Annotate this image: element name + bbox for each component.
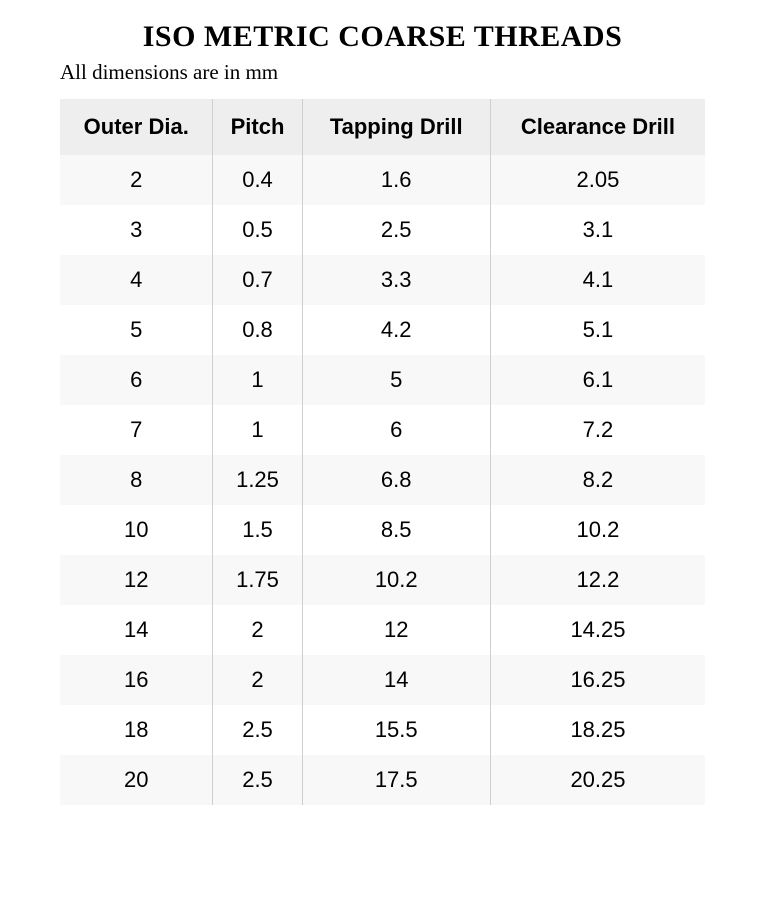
table-row: 12 1.75 10.2 12.2: [60, 555, 705, 605]
table-row: 18 2.5 15.5 18.25: [60, 705, 705, 755]
cell-tapping: 1.6: [302, 155, 490, 205]
table-row: 7 1 6 7.2: [60, 405, 705, 455]
cell-tapping: 12: [302, 605, 490, 655]
cell-outer-dia: 14: [60, 605, 213, 655]
cell-outer-dia: 5: [60, 305, 213, 355]
cell-clearance: 5.1: [490, 305, 705, 355]
cell-outer-dia: 7: [60, 405, 213, 455]
cell-pitch: 2: [213, 605, 302, 655]
cell-tapping: 2.5: [302, 205, 490, 255]
cell-outer-dia: 4: [60, 255, 213, 305]
cell-pitch: 1.5: [213, 505, 302, 555]
cell-tapping: 10.2: [302, 555, 490, 605]
cell-tapping: 3.3: [302, 255, 490, 305]
table-row: 4 0.7 3.3 4.1: [60, 255, 705, 305]
cell-tapping: 8.5: [302, 505, 490, 555]
cell-pitch: 1: [213, 355, 302, 405]
cell-pitch: 0.5: [213, 205, 302, 255]
cell-outer-dia: 16: [60, 655, 213, 705]
cell-outer-dia: 10: [60, 505, 213, 555]
cell-tapping: 17.5: [302, 755, 490, 805]
cell-clearance: 8.2: [490, 455, 705, 505]
table-header: Outer Dia. Pitch Tapping Drill Clearance…: [60, 99, 705, 155]
col-outer-dia: Outer Dia.: [60, 99, 213, 155]
cell-clearance: 16.25: [490, 655, 705, 705]
table-row: 20 2.5 17.5 20.25: [60, 755, 705, 805]
cell-pitch: 1.75: [213, 555, 302, 605]
cell-clearance: 14.25: [490, 605, 705, 655]
cell-pitch: 0.7: [213, 255, 302, 305]
table-body: 2 0.4 1.6 2.05 3 0.5 2.5 3.1 4 0.7 3.3 4…: [60, 155, 705, 805]
cell-clearance: 20.25: [490, 755, 705, 805]
cell-outer-dia: 20: [60, 755, 213, 805]
cell-pitch: 2: [213, 655, 302, 705]
cell-pitch: 2.5: [213, 755, 302, 805]
page-title: ISO METRIC COARSE THREADS: [60, 20, 705, 54]
col-pitch: Pitch: [213, 99, 302, 155]
cell-clearance: 12.2: [490, 555, 705, 605]
cell-clearance: 2.05: [490, 155, 705, 205]
cell-tapping: 5: [302, 355, 490, 405]
cell-outer-dia: 2: [60, 155, 213, 205]
cell-pitch: 1: [213, 405, 302, 455]
cell-tapping: 15.5: [302, 705, 490, 755]
cell-clearance: 7.2: [490, 405, 705, 455]
page-subtitle: All dimensions are in mm: [60, 60, 705, 85]
table-row: 16 2 14 16.25: [60, 655, 705, 705]
cell-outer-dia: 8: [60, 455, 213, 505]
cell-clearance: 6.1: [490, 355, 705, 405]
col-clearance: Clearance Drill: [490, 99, 705, 155]
cell-clearance: 18.25: [490, 705, 705, 755]
table-row: 5 0.8 4.2 5.1: [60, 305, 705, 355]
table-row: 8 1.25 6.8 8.2: [60, 455, 705, 505]
cell-outer-dia: 6: [60, 355, 213, 405]
cell-clearance: 4.1: [490, 255, 705, 305]
cell-pitch: 0.8: [213, 305, 302, 355]
cell-tapping: 14: [302, 655, 490, 705]
table-row: 2 0.4 1.6 2.05: [60, 155, 705, 205]
cell-pitch: 2.5: [213, 705, 302, 755]
cell-outer-dia: 18: [60, 705, 213, 755]
threads-table: Outer Dia. Pitch Tapping Drill Clearance…: [60, 99, 705, 805]
cell-outer-dia: 12: [60, 555, 213, 605]
cell-clearance: 10.2: [490, 505, 705, 555]
cell-tapping: 4.2: [302, 305, 490, 355]
cell-tapping: 6: [302, 405, 490, 455]
cell-pitch: 0.4: [213, 155, 302, 205]
cell-outer-dia: 3: [60, 205, 213, 255]
table-row: 14 2 12 14.25: [60, 605, 705, 655]
table-row: 10 1.5 8.5 10.2: [60, 505, 705, 555]
table-header-row: Outer Dia. Pitch Tapping Drill Clearance…: [60, 99, 705, 155]
table-row: 3 0.5 2.5 3.1: [60, 205, 705, 255]
table-row: 6 1 5 6.1: [60, 355, 705, 405]
cell-clearance: 3.1: [490, 205, 705, 255]
cell-tapping: 6.8: [302, 455, 490, 505]
col-tapping: Tapping Drill: [302, 99, 490, 155]
page: ISO METRIC COARSE THREADS All dimensions…: [0, 0, 765, 845]
cell-pitch: 1.25: [213, 455, 302, 505]
